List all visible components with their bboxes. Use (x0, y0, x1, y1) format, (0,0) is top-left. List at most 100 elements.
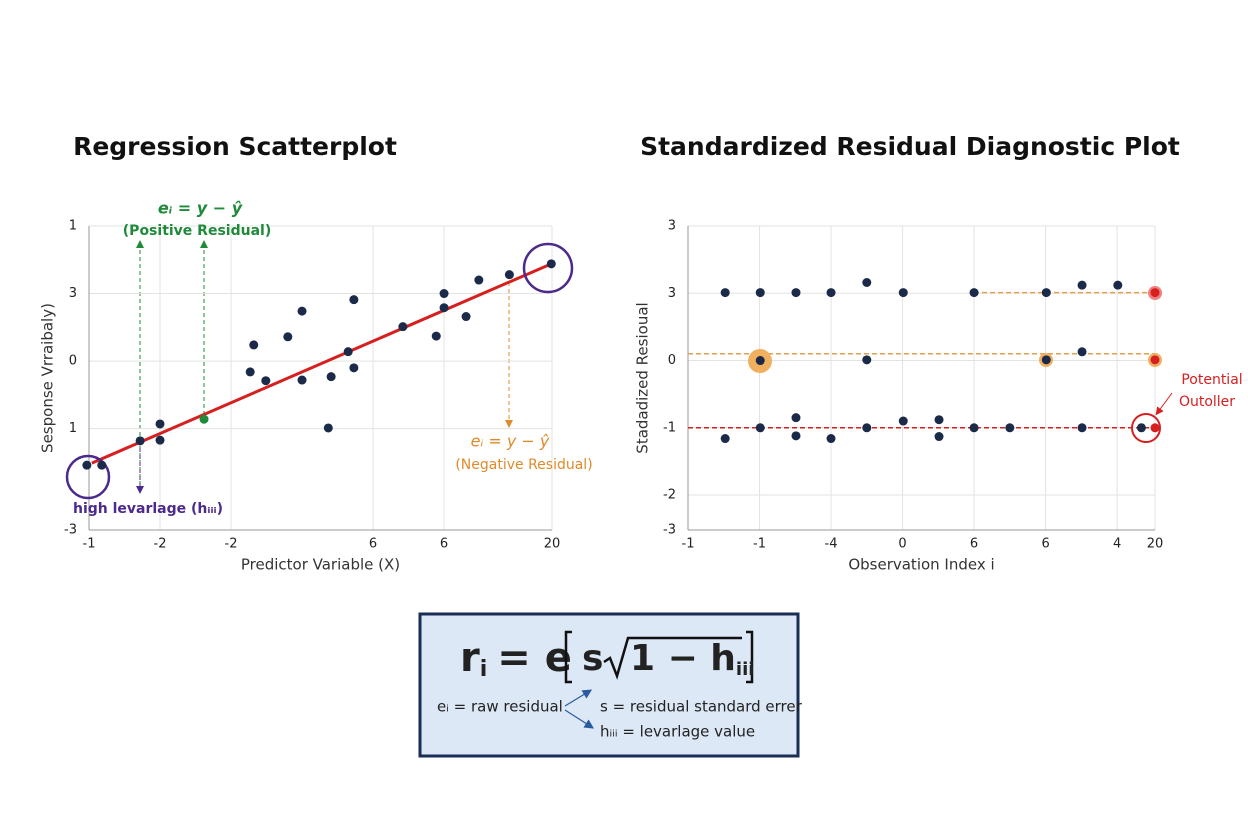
point (898, 416, 908, 426)
point (245, 367, 255, 377)
point (199, 414, 209, 424)
point (1136, 423, 1146, 433)
point (720, 288, 730, 298)
y-axis-title: Stadadized Resioual (634, 302, 652, 453)
x-axis-title: Observation Index i (848, 556, 994, 574)
annotation: Outoller (1179, 394, 1235, 410)
point (1077, 347, 1087, 357)
x-tick-label: 6 (970, 537, 978, 552)
highlight-ring (65, 454, 111, 500)
formula-equals: = e (497, 635, 572, 681)
x-tick-label: 6 (1041, 537, 1049, 552)
point (504, 270, 514, 280)
y-axis-title: Sesponse Vrraibaly) (39, 303, 57, 453)
x-tick-label: 0 (898, 537, 906, 552)
point (862, 355, 872, 365)
annotation: high levarlage (hᵢᵢᵢ) (73, 501, 223, 517)
point (1077, 280, 1087, 290)
formula-lhs-sub: i (480, 657, 488, 682)
sqrt-sign (603, 636, 742, 680)
point (546, 259, 556, 269)
x-tick-label: 6 (440, 537, 448, 552)
point (934, 432, 944, 442)
formula-s: s (582, 638, 603, 679)
point (826, 434, 836, 444)
y-tick-label: -2 (663, 488, 676, 503)
y-tick-label: 3 (668, 219, 676, 234)
point (474, 275, 484, 285)
chart-title: Standardized Residual Diagnostic Plot (640, 132, 1180, 161)
y-tick-label: 1 (69, 421, 77, 436)
point (1041, 288, 1051, 298)
point (826, 288, 836, 298)
point (791, 288, 801, 298)
arrow (564, 709, 595, 729)
chart-title: Regression Scatterplot (73, 132, 397, 161)
x-tick-label: -2 (225, 537, 238, 552)
point (720, 434, 730, 444)
point (155, 435, 165, 445)
x-axis-title: Predictor Variable (X) (241, 556, 400, 574)
point (755, 288, 765, 298)
x-tick-label: -1 (682, 537, 695, 552)
point (1150, 355, 1160, 365)
formula-main: ri = e (460, 635, 572, 682)
point (862, 277, 872, 287)
annotation: Potential (1181, 372, 1242, 388)
x-tick-label: -2 (154, 537, 167, 552)
definition: hᵢᵢᵢ = levarlage value (600, 723, 755, 741)
point (249, 340, 259, 350)
y-tick-label: 1 (69, 219, 77, 234)
annotation: (Negative Residual) (455, 457, 592, 473)
point (934, 415, 944, 425)
arrow (1155, 392, 1173, 416)
point (97, 460, 107, 470)
point (283, 332, 293, 342)
point (135, 436, 145, 446)
radicand: 1 − h (630, 638, 736, 679)
y-tick-label: 3 (69, 286, 77, 301)
point (969, 288, 979, 298)
point (323, 423, 333, 433)
point (155, 419, 165, 429)
y-tick-label: 0 (69, 354, 77, 369)
point (261, 376, 271, 386)
radicand-sub: iii (736, 659, 755, 680)
point (349, 295, 359, 305)
point (755, 423, 765, 433)
point (343, 347, 353, 357)
y-tick-label: 3 (668, 286, 676, 301)
point (1077, 423, 1087, 433)
bracket (564, 630, 754, 684)
point (755, 356, 765, 366)
point (431, 331, 441, 341)
x-tick-label: -1 (753, 537, 766, 552)
highlight-ring (1131, 413, 1161, 443)
y-tick-label: -3 (663, 523, 676, 538)
point (791, 413, 801, 423)
point (297, 306, 307, 316)
x-tick-label: 6 (369, 537, 377, 552)
y-tick-label: -1 (663, 420, 676, 435)
point (791, 431, 801, 441)
point (82, 460, 92, 470)
point (1041, 355, 1051, 365)
point (439, 303, 449, 313)
point (349, 363, 359, 373)
point (461, 312, 471, 322)
highlight-ring (522, 242, 574, 294)
point (862, 423, 872, 433)
x-tick-label: -4 (825, 537, 838, 552)
x-tick-label: 20 (1147, 537, 1164, 552)
x-tick-label: -1 (83, 537, 96, 552)
point (398, 322, 408, 332)
point (1150, 423, 1160, 433)
formula-lhs: r (460, 635, 480, 681)
arrow (564, 689, 593, 707)
point (1150, 288, 1160, 298)
annotation: eᵢ = y − ŷ (471, 432, 550, 451)
point (326, 372, 336, 382)
y-tick-label: 0 (668, 353, 676, 368)
definition: s = residual standard errer (600, 698, 803, 716)
